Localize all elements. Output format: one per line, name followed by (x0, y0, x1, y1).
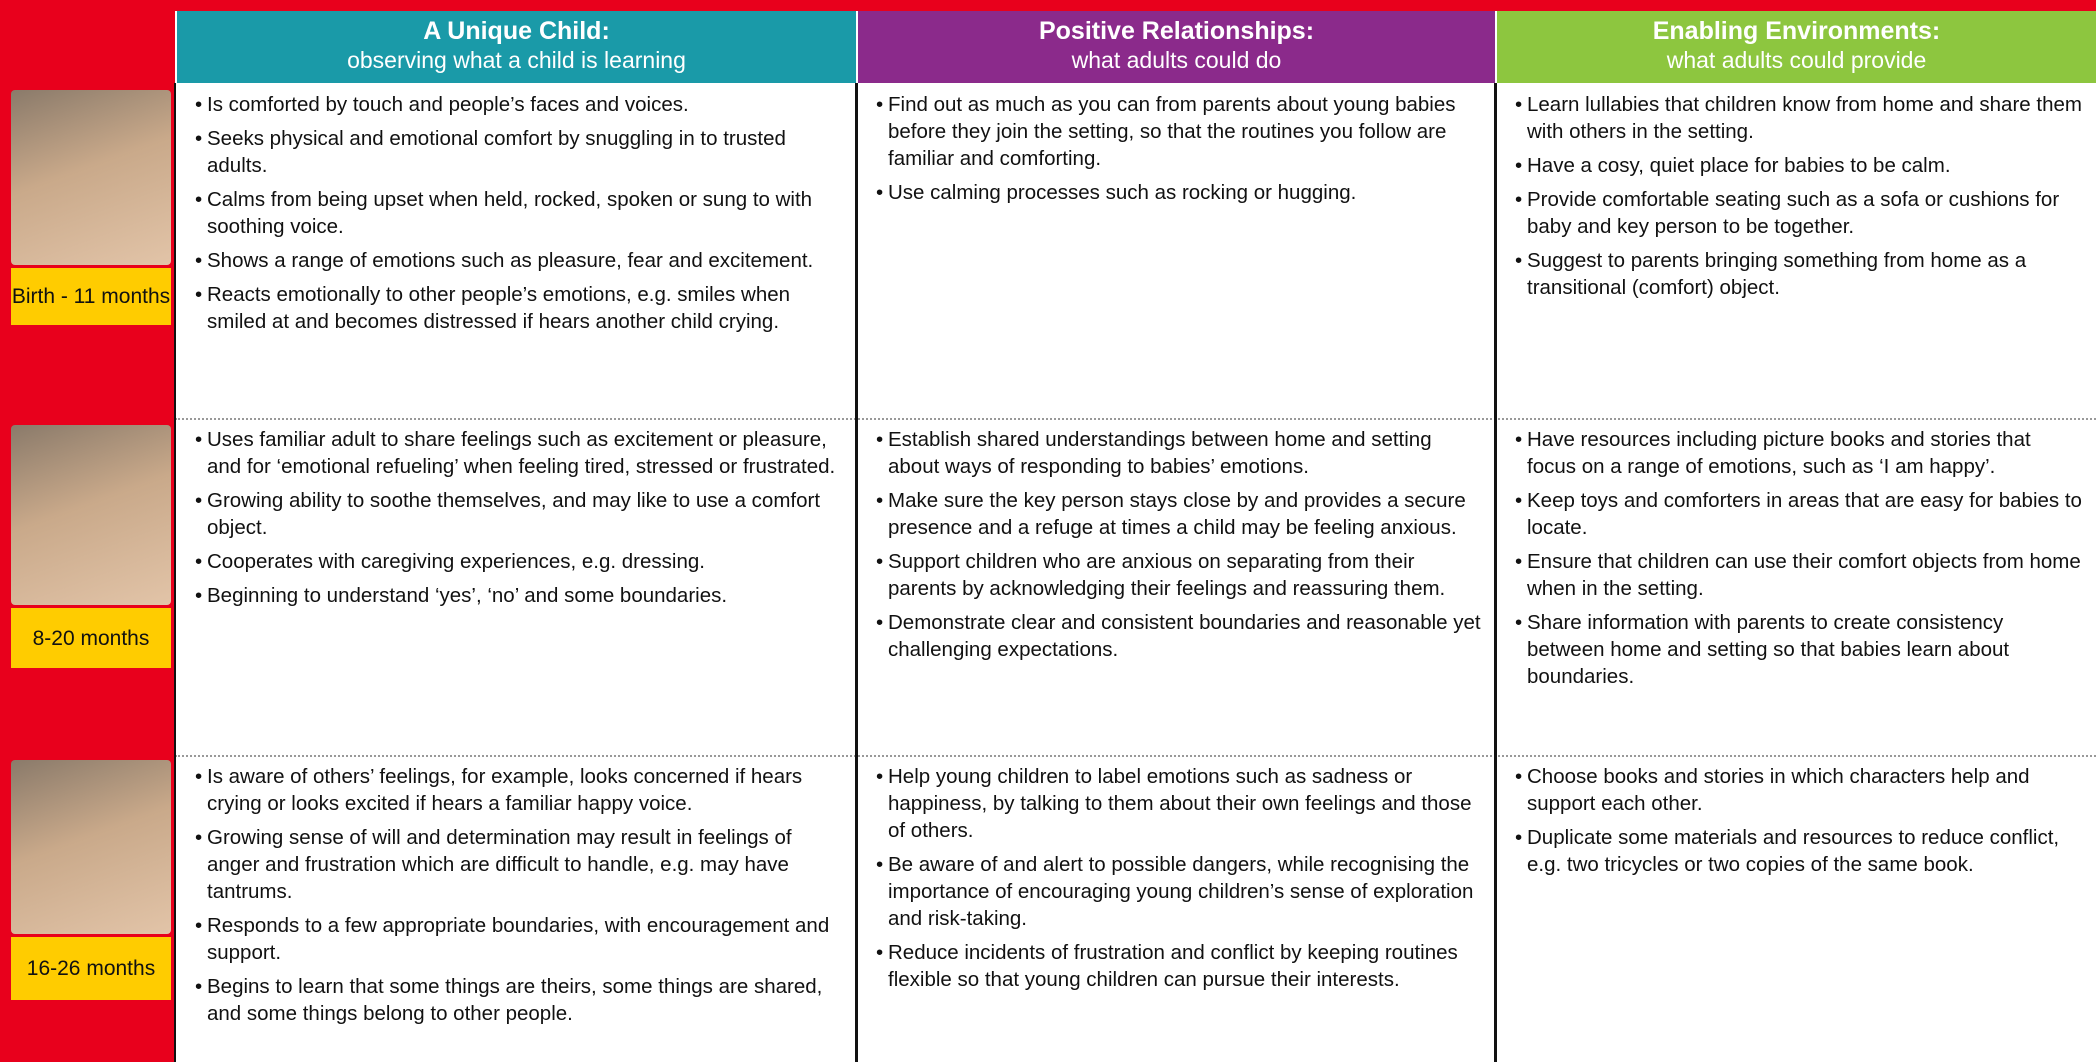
bullet-item: Ensure that children can use their comfo… (1515, 548, 2082, 602)
bullet-item: Reduce incidents of frustration and conf… (876, 939, 1481, 993)
bullet-item: Learn lullabies that children know from … (1515, 91, 2082, 145)
bullet-item: Help young children to label emotions su… (876, 763, 1481, 844)
bullet-item: Provide comfortable seating such as a so… (1515, 186, 2082, 240)
header-subtitle: what adults could provide (1666, 47, 1927, 73)
age-label: Birth - 11 months (11, 268, 171, 325)
bullet-list: Is comforted by touch and people’s faces… (195, 91, 842, 335)
age-label: 16-26 months (11, 937, 171, 1000)
bullet-item: Suggest to parents bringing something fr… (1515, 247, 2082, 301)
bullet-item: Is aware of others’ feelings, for exampl… (195, 763, 842, 817)
bullet-item: Duplicate some materials and resources t… (1515, 824, 2082, 878)
header-title: Enabling Environments: (1652, 17, 1941, 45)
bullet-item: Keep toys and comforters in areas that a… (1515, 487, 2082, 541)
bullet-item: Begins to learn that some things are the… (195, 973, 842, 1027)
bullet-item: Share information with parents to create… (1515, 609, 2082, 690)
column-header: Enabling Environments: what adults could … (1495, 11, 2096, 83)
bullet-item: Calms from being upset when held, rocked… (195, 186, 842, 240)
bullet-item: Shows a range of emotions such as pleasu… (195, 247, 842, 274)
bullet-item: Make sure the key person stays close by … (876, 487, 1481, 541)
header-subtitle: what adults could do (1071, 47, 1282, 73)
bullet-item: Use calming processes such as rocking or… (876, 179, 1481, 206)
bullet-item: Demonstrate clear and consistent boundar… (876, 609, 1481, 663)
bullet-item: Uses familiar adult to share feelings su… (195, 426, 842, 480)
column-header: A Unique Child: observing what a child is… (175, 11, 856, 83)
bullet-list: Establish shared understandings between … (876, 426, 1481, 663)
cell: Is aware of others’ feelings, for exampl… (175, 755, 856, 1062)
child-photo (11, 90, 171, 265)
child-photo (11, 425, 171, 605)
column-divider (855, 83, 858, 1062)
bullet-item: Find out as much as you can from parents… (876, 91, 1481, 172)
cell: Uses familiar adult to share feelings su… (175, 418, 856, 755)
row-divider (175, 418, 2096, 420)
cell: Establish shared understandings between … (856, 418, 1495, 755)
bullet-item: Responds to a few appropriate boundaries… (195, 912, 842, 966)
cell: Is comforted by touch and people’s faces… (175, 83, 856, 418)
header-title: A Unique Child: (423, 17, 610, 45)
bullet-list: Help young children to label emotions su… (876, 763, 1481, 993)
bullet-item: Beginning to understand ‘yes’, ‘no’ and … (195, 582, 842, 609)
cell: Choose books and stories in which charac… (1495, 755, 2096, 1062)
title-bar (0, 0, 2096, 11)
row-divider (175, 755, 2096, 757)
bullet-list: Uses familiar adult to share feelings su… (195, 426, 842, 609)
bullet-item: Choose books and stories in which charac… (1515, 763, 2082, 817)
column-divider (174, 83, 176, 1062)
column-header: Positive Relationships: what adults could… (856, 11, 1495, 83)
bullet-item: Establish shared understandings between … (876, 426, 1481, 480)
bullet-list: Is aware of others’ feelings, for exampl… (195, 763, 842, 1027)
cell: Help young children to label emotions su… (856, 755, 1495, 1062)
bullet-item: Cooperates with caregiving experiences, … (195, 548, 842, 575)
bullet-item: Reacts emotionally to other people’s emo… (195, 281, 842, 335)
bullet-item: Seeks physical and emotional comfort by … (195, 125, 842, 179)
header-title: Positive Relationships: (1038, 17, 1315, 45)
cell: Have resources including picture books a… (1495, 418, 2096, 755)
cell: Learn lullabies that children know from … (1495, 83, 2096, 418)
bullet-item: Have resources including picture books a… (1515, 426, 2082, 480)
bullet-item: Have a cosy, quiet place for babies to b… (1515, 152, 2082, 179)
bullet-item: Growing ability to soothe themselves, an… (195, 487, 842, 541)
bullet-list: Have resources including picture books a… (1515, 426, 2082, 690)
cell: Find out as much as you can from parents… (856, 83, 1495, 418)
bullet-item: Growing sense of will and determination … (195, 824, 842, 905)
age-label: 8-20 months (11, 608, 171, 668)
bullet-list: Choose books and stories in which charac… (1515, 763, 2082, 878)
bullet-item: Be aware of and alert to possible danger… (876, 851, 1481, 932)
bullet-list: Find out as much as you can from parents… (876, 91, 1481, 206)
column-divider (1494, 83, 1497, 1062)
header-subtitle: observing what a child is learning (347, 47, 686, 73)
bullet-list: Learn lullabies that children know from … (1515, 91, 2082, 301)
child-photo (11, 760, 171, 934)
bullet-item: Is comforted by touch and people’s faces… (195, 91, 842, 118)
bullet-item: Support children who are anxious on sepa… (876, 548, 1481, 602)
